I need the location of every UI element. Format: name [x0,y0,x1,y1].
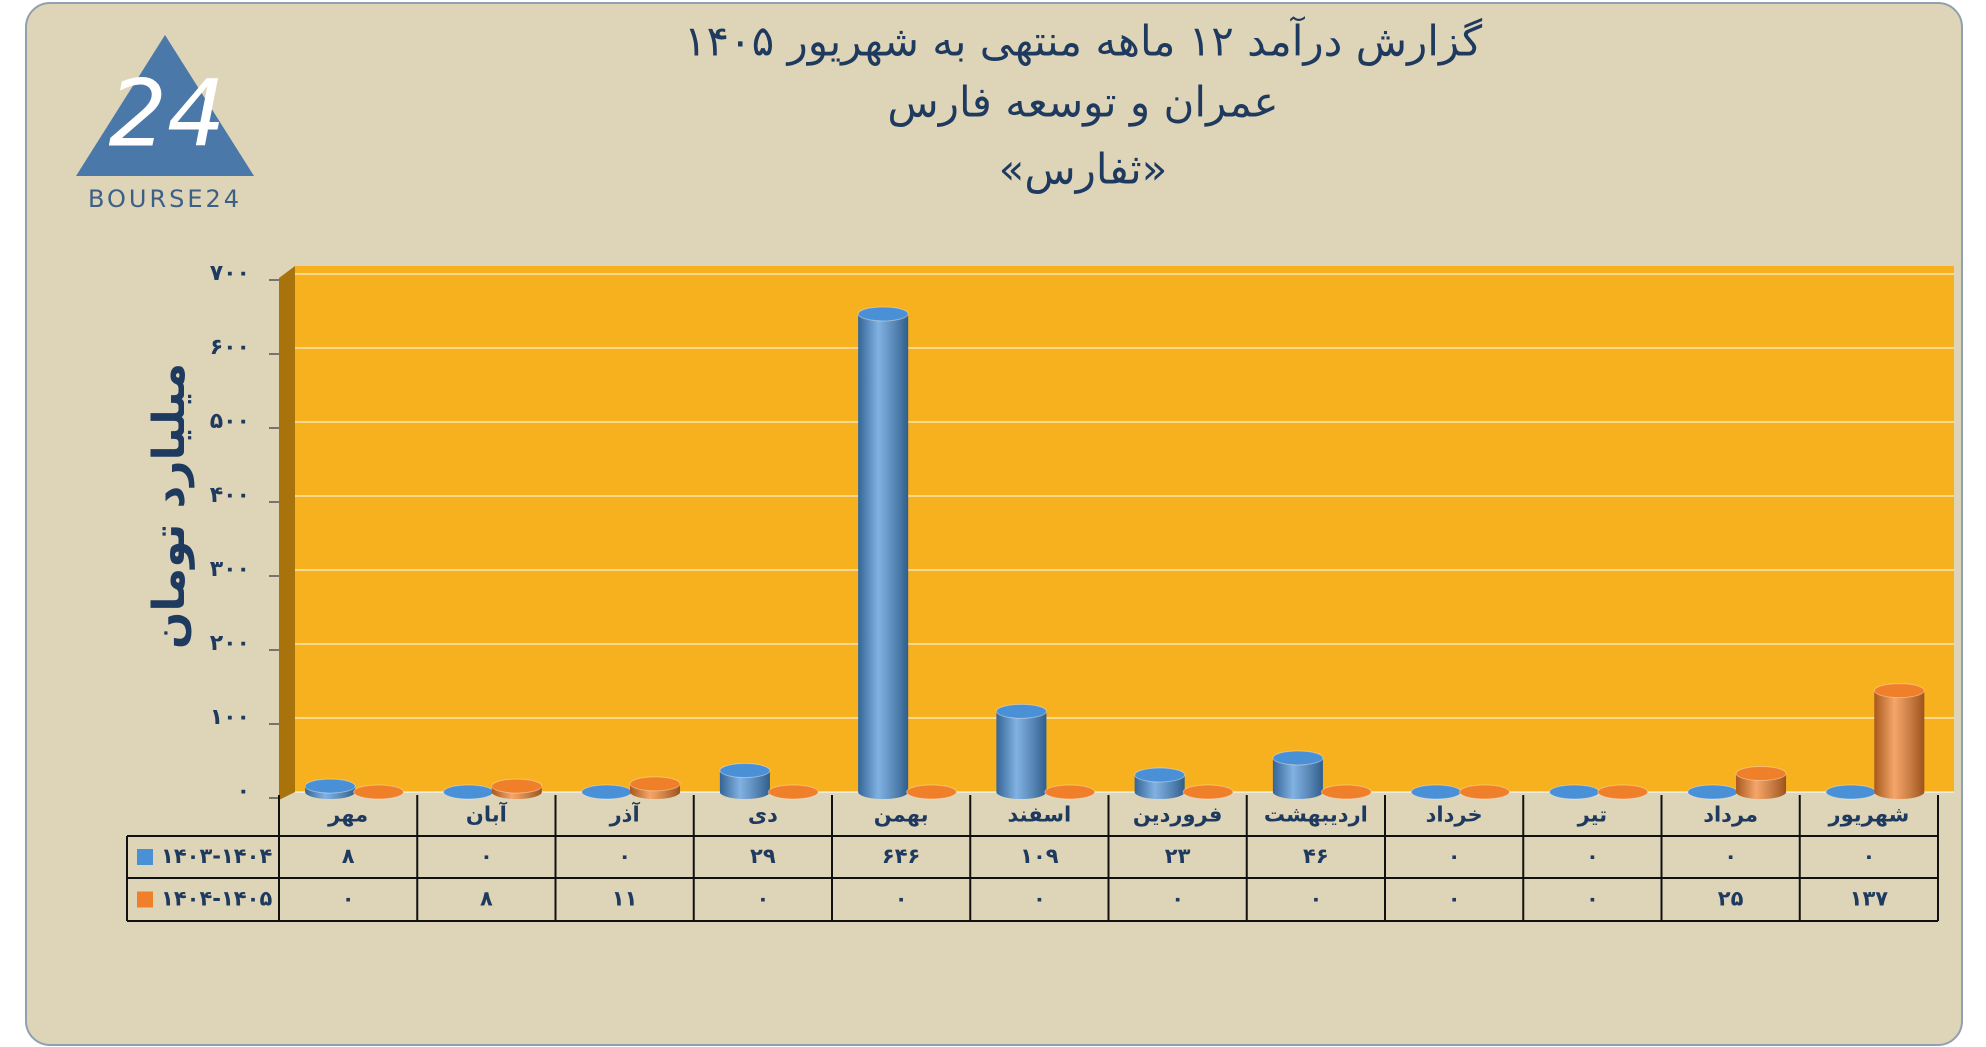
y-tick-label: ۷۰۰ [210,261,250,286]
bar-top [1272,750,1324,766]
bar-shade [1272,757,1323,799]
y-tick-label: ۴۰۰ [210,483,250,508]
bar-top [1320,784,1372,800]
bar-shade [630,783,681,799]
bar-shade [1736,773,1787,799]
y-axis-title: میلیارد تومان [144,363,195,649]
bar-top [442,784,494,800]
table-value: ۰ [1171,887,1184,911]
bar-top [1735,766,1787,781]
y-tick-label: ۵۰۰ [210,409,250,434]
x-tick-label: مهر [327,803,368,827]
bar-top [1548,784,1600,800]
y-tick-label: ۲۰۰ [210,631,250,656]
plot-wall [279,266,295,800]
bar-shade [719,770,770,799]
bar-top [1044,784,1096,800]
table-value: ۸ [342,844,355,868]
y-tick-label: ۱۰۰ [210,705,250,730]
bar-top [767,784,819,800]
x-tick-label: شهریور [1828,803,1910,827]
bar-shade [1134,774,1185,799]
bar-top [353,784,405,800]
table-value: ۰ [1862,844,1875,868]
x-tick-label: بهمن [874,803,929,827]
table-value: ۴۶ [1303,844,1329,868]
bar-shade [491,786,542,799]
legend-label: ۱۴۰۴-۱۴۰۵ [161,887,272,911]
legend-swatch [137,849,153,865]
table-value: ۰ [342,887,355,911]
x-tick-label: مرداد [1703,803,1758,827]
bar-shade [996,711,1047,799]
table-value: ۰ [1309,887,1322,911]
bar-top [1410,784,1462,800]
logo-triangle [76,35,254,176]
table-value: ۲۳ [1165,844,1191,868]
table-value: ۰ [618,844,631,868]
logo-mark: 24 [108,60,225,167]
bar-top [1459,784,1511,800]
chart-subtitle: عمران و توسعه فارس [887,78,1278,127]
plot-area [295,266,1954,792]
table-value: ۰ [1033,887,1046,911]
table-value: ۰ [1448,844,1461,868]
table-value: ۰ [1448,887,1461,911]
bar-top [995,703,1047,719]
table-value: ۰ [1586,887,1599,911]
y-tick-label: ۶۰۰ [210,335,250,360]
y-tick-label: ۳۰۰ [210,557,250,582]
x-tick-label: دی [748,803,778,827]
bar-top [719,763,771,779]
y-tick-label: ۰ [237,779,250,804]
table-value: ۰ [756,887,769,911]
legend-swatch [137,891,153,908]
bar-shade [1874,690,1925,799]
table-value: ۲۵ [1718,887,1744,911]
bar-shade [858,313,909,799]
bar-top [1687,784,1739,800]
table-value: ۰ [1586,844,1599,868]
logo-text: BOURSE24 [88,185,242,213]
table-value: ۸ [480,887,493,911]
bar-top [491,778,543,794]
table-value: ۱۱ [612,887,638,911]
x-tick-label: فروردین [1133,803,1223,827]
bar-top [1597,784,1649,800]
table-value: ۰ [895,887,908,911]
x-tick-label: خرداد [1426,803,1483,827]
legend-label: ۱۴۰۳-۱۴۰۴ [161,844,272,868]
bar-top [581,784,633,800]
table-value: ۱۰۹ [1020,844,1059,868]
x-tick-label: تیر [1577,803,1608,827]
table-value: ۱۳۷ [1850,887,1889,911]
bar-top [1825,784,1877,800]
x-tick-label: اردیبهشت [1264,803,1368,827]
bar-top [1873,683,1925,699]
bar-top [1134,767,1186,783]
bar-top [857,306,909,322]
table-value: ۰ [1724,844,1737,868]
bar-top [629,776,681,792]
chart-title: گزارش درآمد ۱۲ ماهه منتهی به شهریور ۱۴۰۵ [684,16,1482,67]
table-value: ۰ [480,844,493,868]
bar-top [1182,784,1234,800]
bar-top [304,778,356,794]
x-tick-label: آبان [466,802,508,827]
bar-shade [305,786,356,799]
bar-top [906,784,958,800]
chart-subtitle: «ثفارس» [999,145,1168,194]
x-tick-label: اسفند [1008,803,1072,827]
table-value: ۲۹ [750,844,776,868]
x-tick-label: آذر [609,802,641,827]
table-value: ۶۴۶ [882,844,920,868]
